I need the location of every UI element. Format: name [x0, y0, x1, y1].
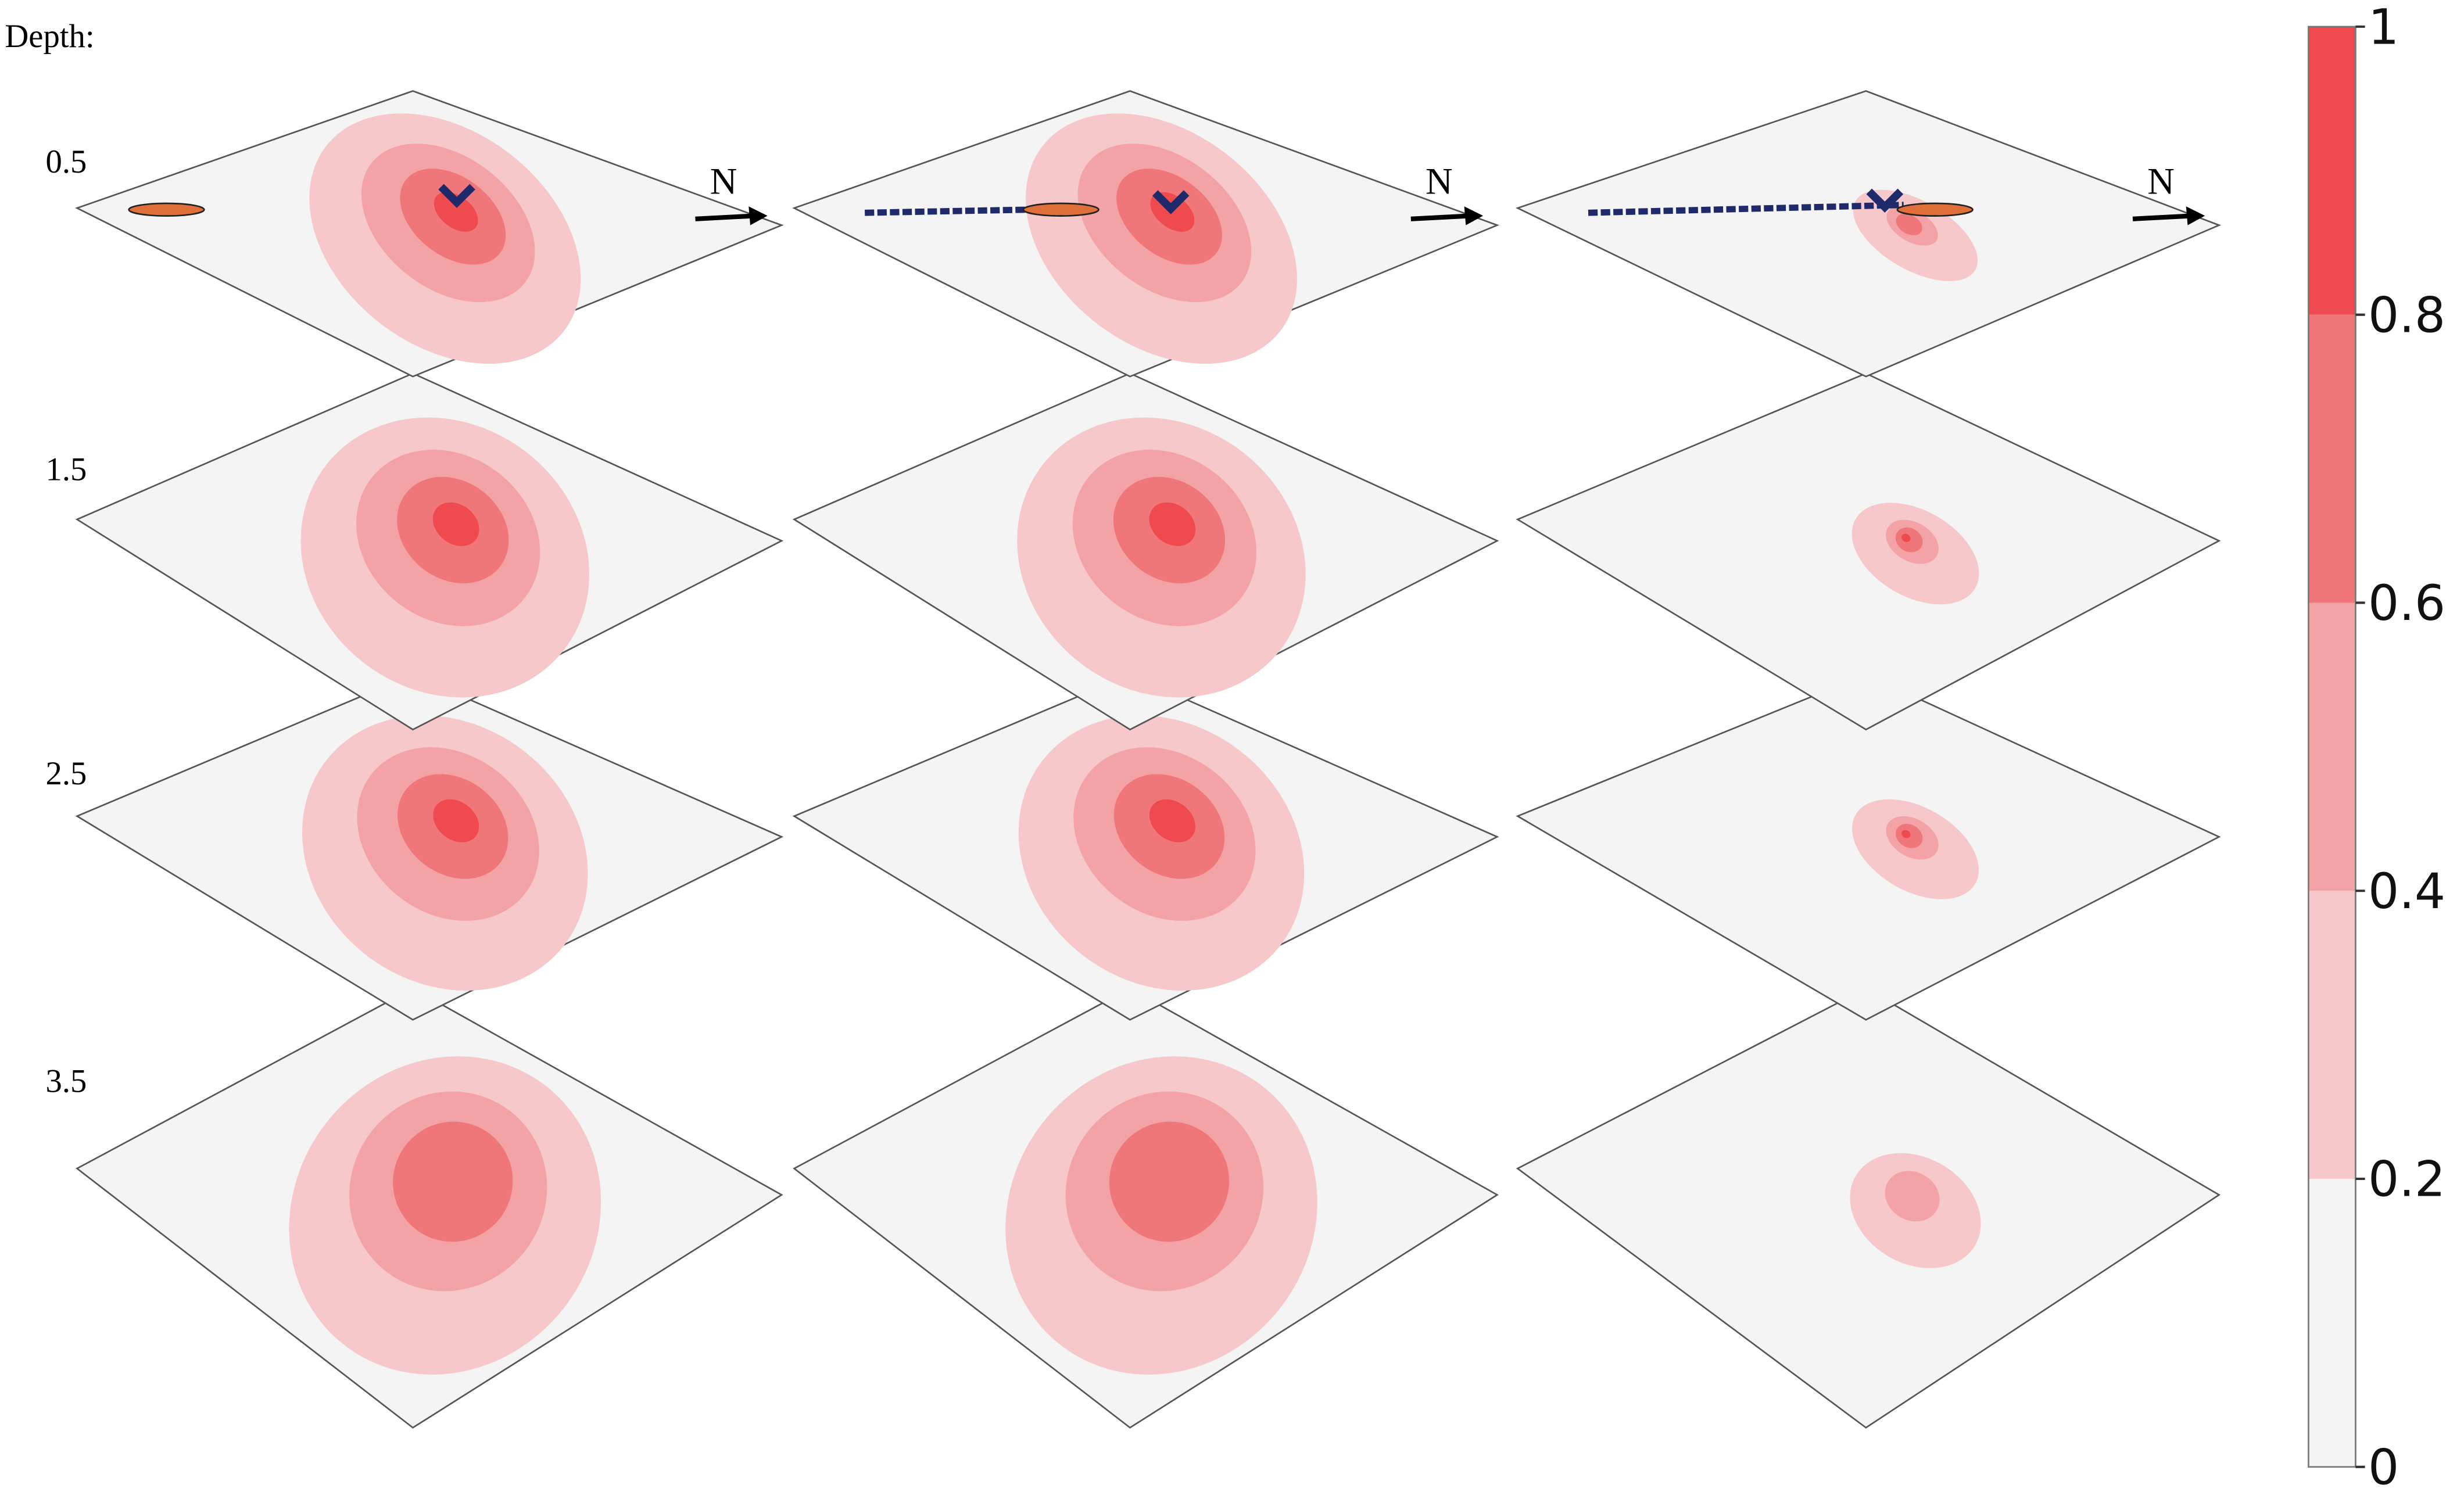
panel — [1516, 372, 2221, 731]
contour-region — [433, 799, 479, 842]
vehicle — [1022, 202, 1100, 217]
colorbar-tick-label: 0.2 — [2368, 1151, 2445, 1208]
colorbar-tick-label: 1 — [2368, 0, 2399, 56]
contour-region — [1885, 1171, 1940, 1222]
panel: N — [1515, 90, 2222, 378]
panel — [792, 673, 1499, 1021]
contour-region — [1149, 502, 1196, 546]
contour-region — [1901, 830, 1911, 838]
vehicle-path — [865, 206, 1030, 216]
north-arrowhead — [1464, 206, 1484, 225]
contour-region — [432, 502, 479, 546]
north-arrow — [695, 213, 755, 221]
contour-region — [393, 1121, 513, 1242]
panel — [75, 372, 784, 731]
colorbar-band — [2308, 891, 2356, 1179]
vehicle-path — [1588, 202, 1904, 216]
north-arrow — [2132, 213, 2193, 221]
target-marker — [1866, 188, 1904, 213]
vehicle — [1896, 202, 1974, 217]
depth-value: 3.5 — [46, 1063, 87, 1099]
colorbar-band — [2308, 602, 2356, 891]
panel — [76, 987, 783, 1429]
panel — [793, 987, 1499, 1429]
colorbar-tick-label: 0.8 — [2368, 286, 2445, 343]
contour-region — [1109, 1121, 1230, 1242]
north-label: N — [2147, 161, 2175, 203]
colorbar-band — [2308, 314, 2356, 603]
panel — [75, 673, 784, 1021]
panel — [1516, 987, 2221, 1429]
colorbar-tick-label: 0 — [2368, 1439, 2399, 1492]
colorbar-band — [2308, 1179, 2356, 1467]
vehicle — [128, 202, 205, 217]
target-marker — [438, 184, 475, 208]
contour-region — [1149, 799, 1195, 842]
contour-region — [1896, 213, 1922, 235]
colorbar-tick-label: 0.4 — [2368, 863, 2445, 920]
colorbar-tick-label: 0.6 — [2368, 575, 2445, 632]
north-label: N — [1426, 161, 1453, 203]
panel — [792, 372, 1499, 731]
target-marker — [1152, 190, 1190, 214]
north-arrowhead — [748, 206, 768, 225]
depth-value: 0.5 — [46, 144, 87, 180]
north-label: N — [710, 161, 737, 203]
colorbar-band — [2308, 26, 2356, 315]
colorbar-frame — [2308, 26, 2356, 1468]
depth-value: 1.5 — [46, 451, 87, 487]
panel — [1516, 673, 2221, 1021]
panel: N — [792, 90, 1500, 378]
depth-value: 2.5 — [46, 755, 87, 792]
panel: N — [75, 90, 784, 378]
contour-region — [434, 192, 478, 232]
north-arrowhead — [2186, 206, 2205, 225]
depth-label: Depth: — [5, 18, 94, 55]
north-arrow — [1410, 213, 1471, 221]
contour-region — [1901, 533, 1911, 542]
